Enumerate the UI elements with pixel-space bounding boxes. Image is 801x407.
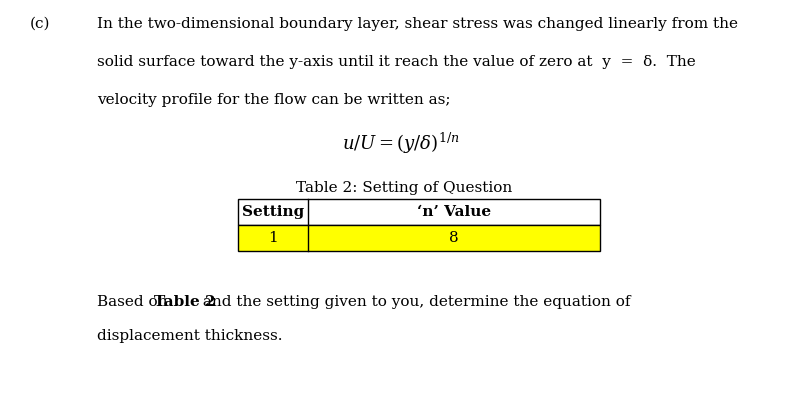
Text: In the two-dimensional boundary layer, shear stress was changed linearly from th: In the two-dimensional boundary layer, s…: [97, 17, 738, 31]
Text: Setting: Setting: [242, 205, 304, 219]
Text: $u/U = (y/\delta)^{1/n}$: $u/U = (y/\delta)^{1/n}$: [342, 131, 459, 156]
Bar: [238, 199, 600, 225]
Text: Table 2: Setting of Question: Table 2: Setting of Question: [296, 181, 513, 195]
Text: displacement thickness.: displacement thickness.: [97, 329, 283, 343]
Text: 8: 8: [449, 231, 459, 245]
Text: (c): (c): [30, 17, 50, 31]
Text: Based on: Based on: [97, 295, 172, 309]
Text: 1: 1: [268, 231, 278, 245]
Bar: [238, 225, 600, 251]
Text: velocity profile for the flow can be written as;: velocity profile for the flow can be wri…: [97, 93, 450, 107]
Text: ‘n’ Value: ‘n’ Value: [417, 205, 491, 219]
Text: solid surface toward the ​y-axis until it reach the value of zero at  y  =  δ.  : solid surface toward the ​y-axis until i…: [97, 55, 696, 69]
Text: and the setting given to you, determine the equation of: and the setting given to you, determine …: [198, 295, 630, 309]
Text: Table 2: Table 2: [154, 295, 215, 309]
